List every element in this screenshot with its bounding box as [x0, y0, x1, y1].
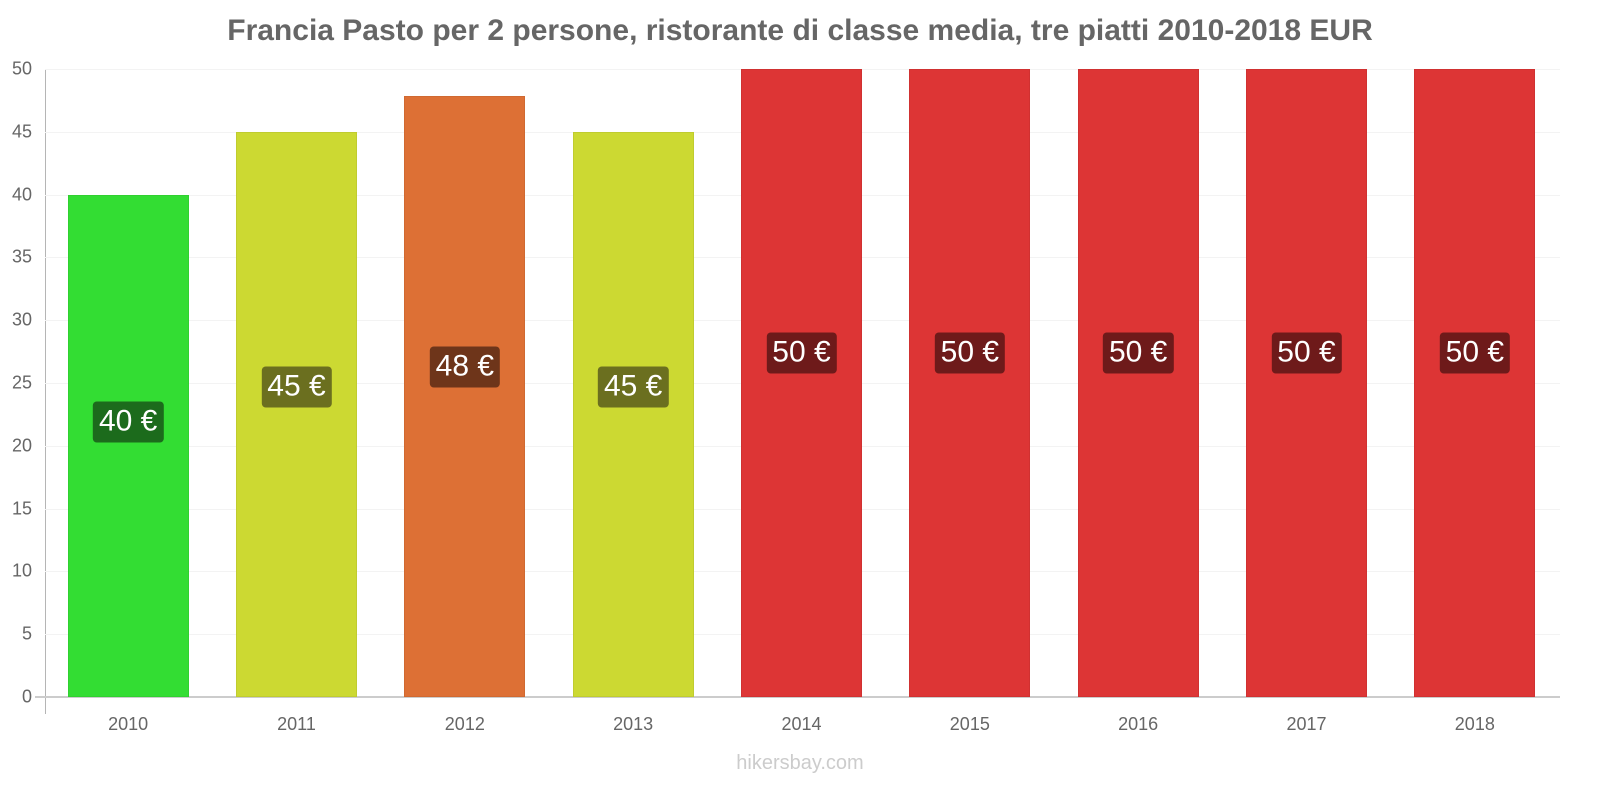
y-axis-line: [45, 69, 46, 714]
value-label: 50 €: [766, 332, 837, 374]
bar-2016[interactable]: 50 €: [1077, 69, 1199, 697]
y-tick-label: 25: [11, 372, 32, 393]
value-label: 50 €: [1102, 332, 1174, 374]
x-tick-label: 2016: [1118, 714, 1159, 734]
x-tick-label: 2017: [1286, 714, 1327, 734]
bar-2018[interactable]: 50 €: [1414, 69, 1536, 697]
value-label: 50 €: [934, 332, 1006, 374]
value-label: 50 €: [1271, 332, 1342, 374]
y-tick-label: 15: [11, 498, 32, 519]
y-tick-label: 40: [11, 184, 32, 205]
chart-title: Francia Pasto per 2 persone, ristorante …: [227, 14, 1373, 47]
watermark: hikersbay.com: [736, 752, 864, 774]
value-label: 48 €: [429, 346, 501, 388]
plot-area: 0 5 10 15 20 25 30 35 40 45 50 40 € 2010 45 € 2011 48 €…: [12, 59, 1560, 734]
y-tick-label: 10: [11, 560, 32, 581]
bar-2013[interactable]: 45 €: [572, 131, 694, 697]
x-tick-label: 2013: [613, 714, 654, 734]
y-tick-label: 0: [21, 686, 32, 707]
x-axis-line: [35, 696, 1560, 698]
y-tick-label: 50: [11, 58, 32, 79]
x-tick-label: 2015: [949, 714, 990, 734]
bar-2012[interactable]: 48 €: [404, 96, 526, 697]
bar-2017[interactable]: 50 €: [1246, 69, 1367, 697]
bar-2014[interactable]: 50 €: [741, 69, 862, 697]
x-tick-label: 2012: [444, 714, 485, 734]
bar-2015[interactable]: 50 €: [909, 69, 1031, 697]
bar-2011[interactable]: 45 €: [236, 131, 357, 697]
bar-2010[interactable]: 40 €: [67, 194, 189, 697]
x-tick-label: 2011: [277, 714, 316, 734]
y-tick-label: 20: [11, 435, 32, 456]
y-tick-label: 5: [21, 623, 32, 644]
x-tick-label: 2010: [108, 714, 149, 734]
value-label: 50 €: [1439, 332, 1511, 374]
value-label: 45 €: [261, 366, 332, 408]
y-tick-label: 30: [11, 309, 32, 330]
value-label: 40 €: [92, 401, 164, 443]
x-tick-label: 2014: [781, 714, 822, 734]
value-label: 45 €: [597, 366, 669, 408]
x-tick-label: 2018: [1454, 714, 1495, 734]
y-tick-label: 35: [11, 246, 32, 267]
y-tick-label: 45: [11, 121, 32, 142]
